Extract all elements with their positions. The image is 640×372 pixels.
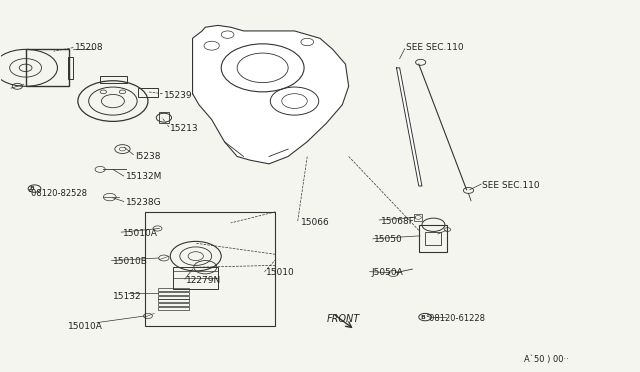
Text: 15239: 15239 bbox=[164, 91, 193, 100]
Bar bbox=[419, 225, 447, 253]
Polygon shape bbox=[396, 68, 422, 186]
Polygon shape bbox=[193, 25, 349, 164]
Bar bbox=[100, 76, 127, 83]
Text: 15068F: 15068F bbox=[381, 217, 415, 225]
Bar bbox=[414, 214, 422, 221]
Text: 12279N: 12279N bbox=[186, 276, 221, 285]
Bar bbox=[157, 296, 189, 299]
Bar bbox=[145, 212, 275, 326]
Bar bbox=[157, 307, 189, 310]
Bar bbox=[157, 292, 189, 295]
Text: °08120-61228: °08120-61228 bbox=[425, 314, 485, 323]
Text: 15132: 15132 bbox=[113, 292, 141, 301]
Text: B: B bbox=[420, 315, 425, 320]
Text: J5050A: J5050A bbox=[371, 268, 403, 277]
Text: 15010B: 15010B bbox=[113, 257, 148, 266]
Text: 15213: 15213 bbox=[170, 124, 199, 133]
Text: 15050: 15050 bbox=[374, 235, 403, 244]
Text: 15010A: 15010A bbox=[68, 322, 103, 331]
Text: SEE SEC.110: SEE SEC.110 bbox=[483, 182, 540, 190]
Text: 15010A: 15010A bbox=[122, 230, 157, 238]
Text: I5238: I5238 bbox=[135, 152, 161, 161]
Bar bbox=[138, 88, 157, 97]
Bar bbox=[173, 267, 218, 289]
Text: SEE SEC.110: SEE SEC.110 bbox=[406, 43, 463, 52]
Bar bbox=[157, 303, 189, 306]
Bar bbox=[425, 232, 441, 245]
Bar bbox=[157, 299, 189, 302]
Text: B: B bbox=[29, 186, 35, 191]
Text: 15066: 15066 bbox=[301, 218, 330, 227]
Text: 15010: 15010 bbox=[266, 268, 294, 277]
Text: 15208: 15208 bbox=[75, 43, 103, 52]
Text: 15238G: 15238G bbox=[125, 198, 161, 207]
Text: °08120-82528: °08120-82528 bbox=[27, 189, 87, 198]
Text: 15132M: 15132M bbox=[125, 172, 162, 181]
Text: FRONT: FRONT bbox=[326, 314, 360, 324]
Bar bbox=[26, 49, 69, 86]
Bar bbox=[157, 288, 189, 291]
Text: A`50 ) 00··: A`50 ) 00·· bbox=[524, 355, 569, 364]
Bar bbox=[159, 112, 169, 123]
Bar bbox=[68, 57, 74, 79]
